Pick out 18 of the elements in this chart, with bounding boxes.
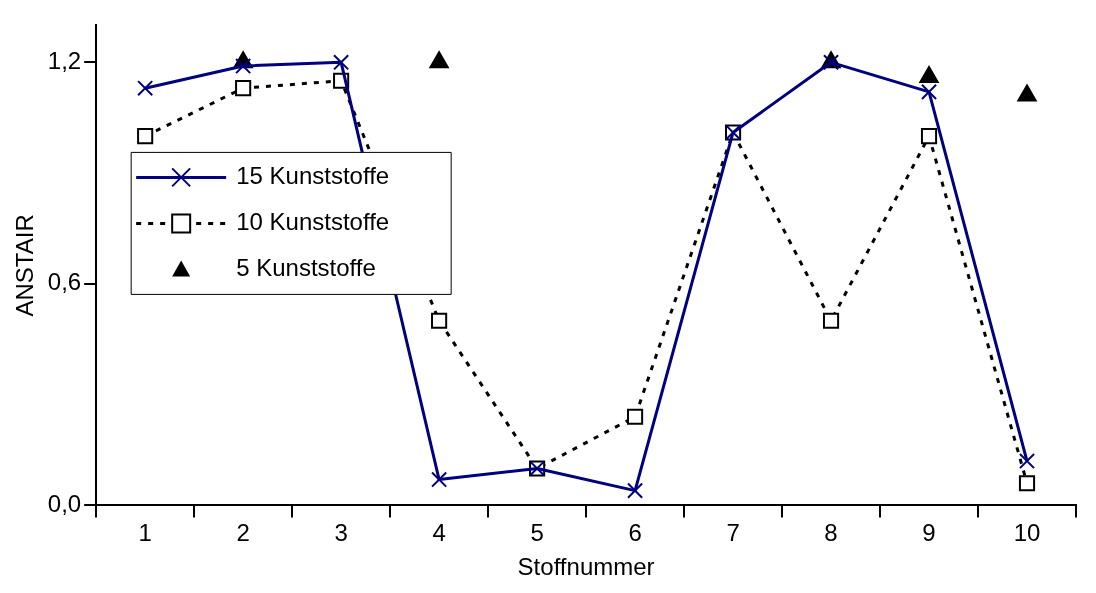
y-tick-label: 0,6: [47, 268, 82, 296]
x-tick-label: 7: [726, 519, 740, 547]
x-tick-label: 5: [530, 519, 544, 547]
x-tick-label: 6: [628, 519, 642, 547]
x-tick-label: 10: [1013, 519, 1041, 547]
x-tick-label: 3: [334, 519, 348, 547]
x-tick-label: 2: [236, 519, 250, 547]
y-axis-title: ANSTAIR: [11, 214, 39, 317]
legend-label: 10 Kunststoffe: [236, 208, 390, 236]
y-tick-label: 1,2: [47, 46, 82, 74]
x-tick-label: 9: [922, 519, 936, 547]
x-tick-label: 1: [138, 519, 152, 547]
y-tick-label: 0,0: [47, 490, 82, 518]
legend-label: 15 Kunststoffe: [236, 162, 390, 190]
x-tick-label: 8: [824, 519, 838, 547]
legend-label: 5 Kunststoffe: [236, 254, 376, 282]
x-tick-label: 4: [432, 519, 446, 547]
x-axis-title: Stoffnummer: [517, 553, 655, 581]
